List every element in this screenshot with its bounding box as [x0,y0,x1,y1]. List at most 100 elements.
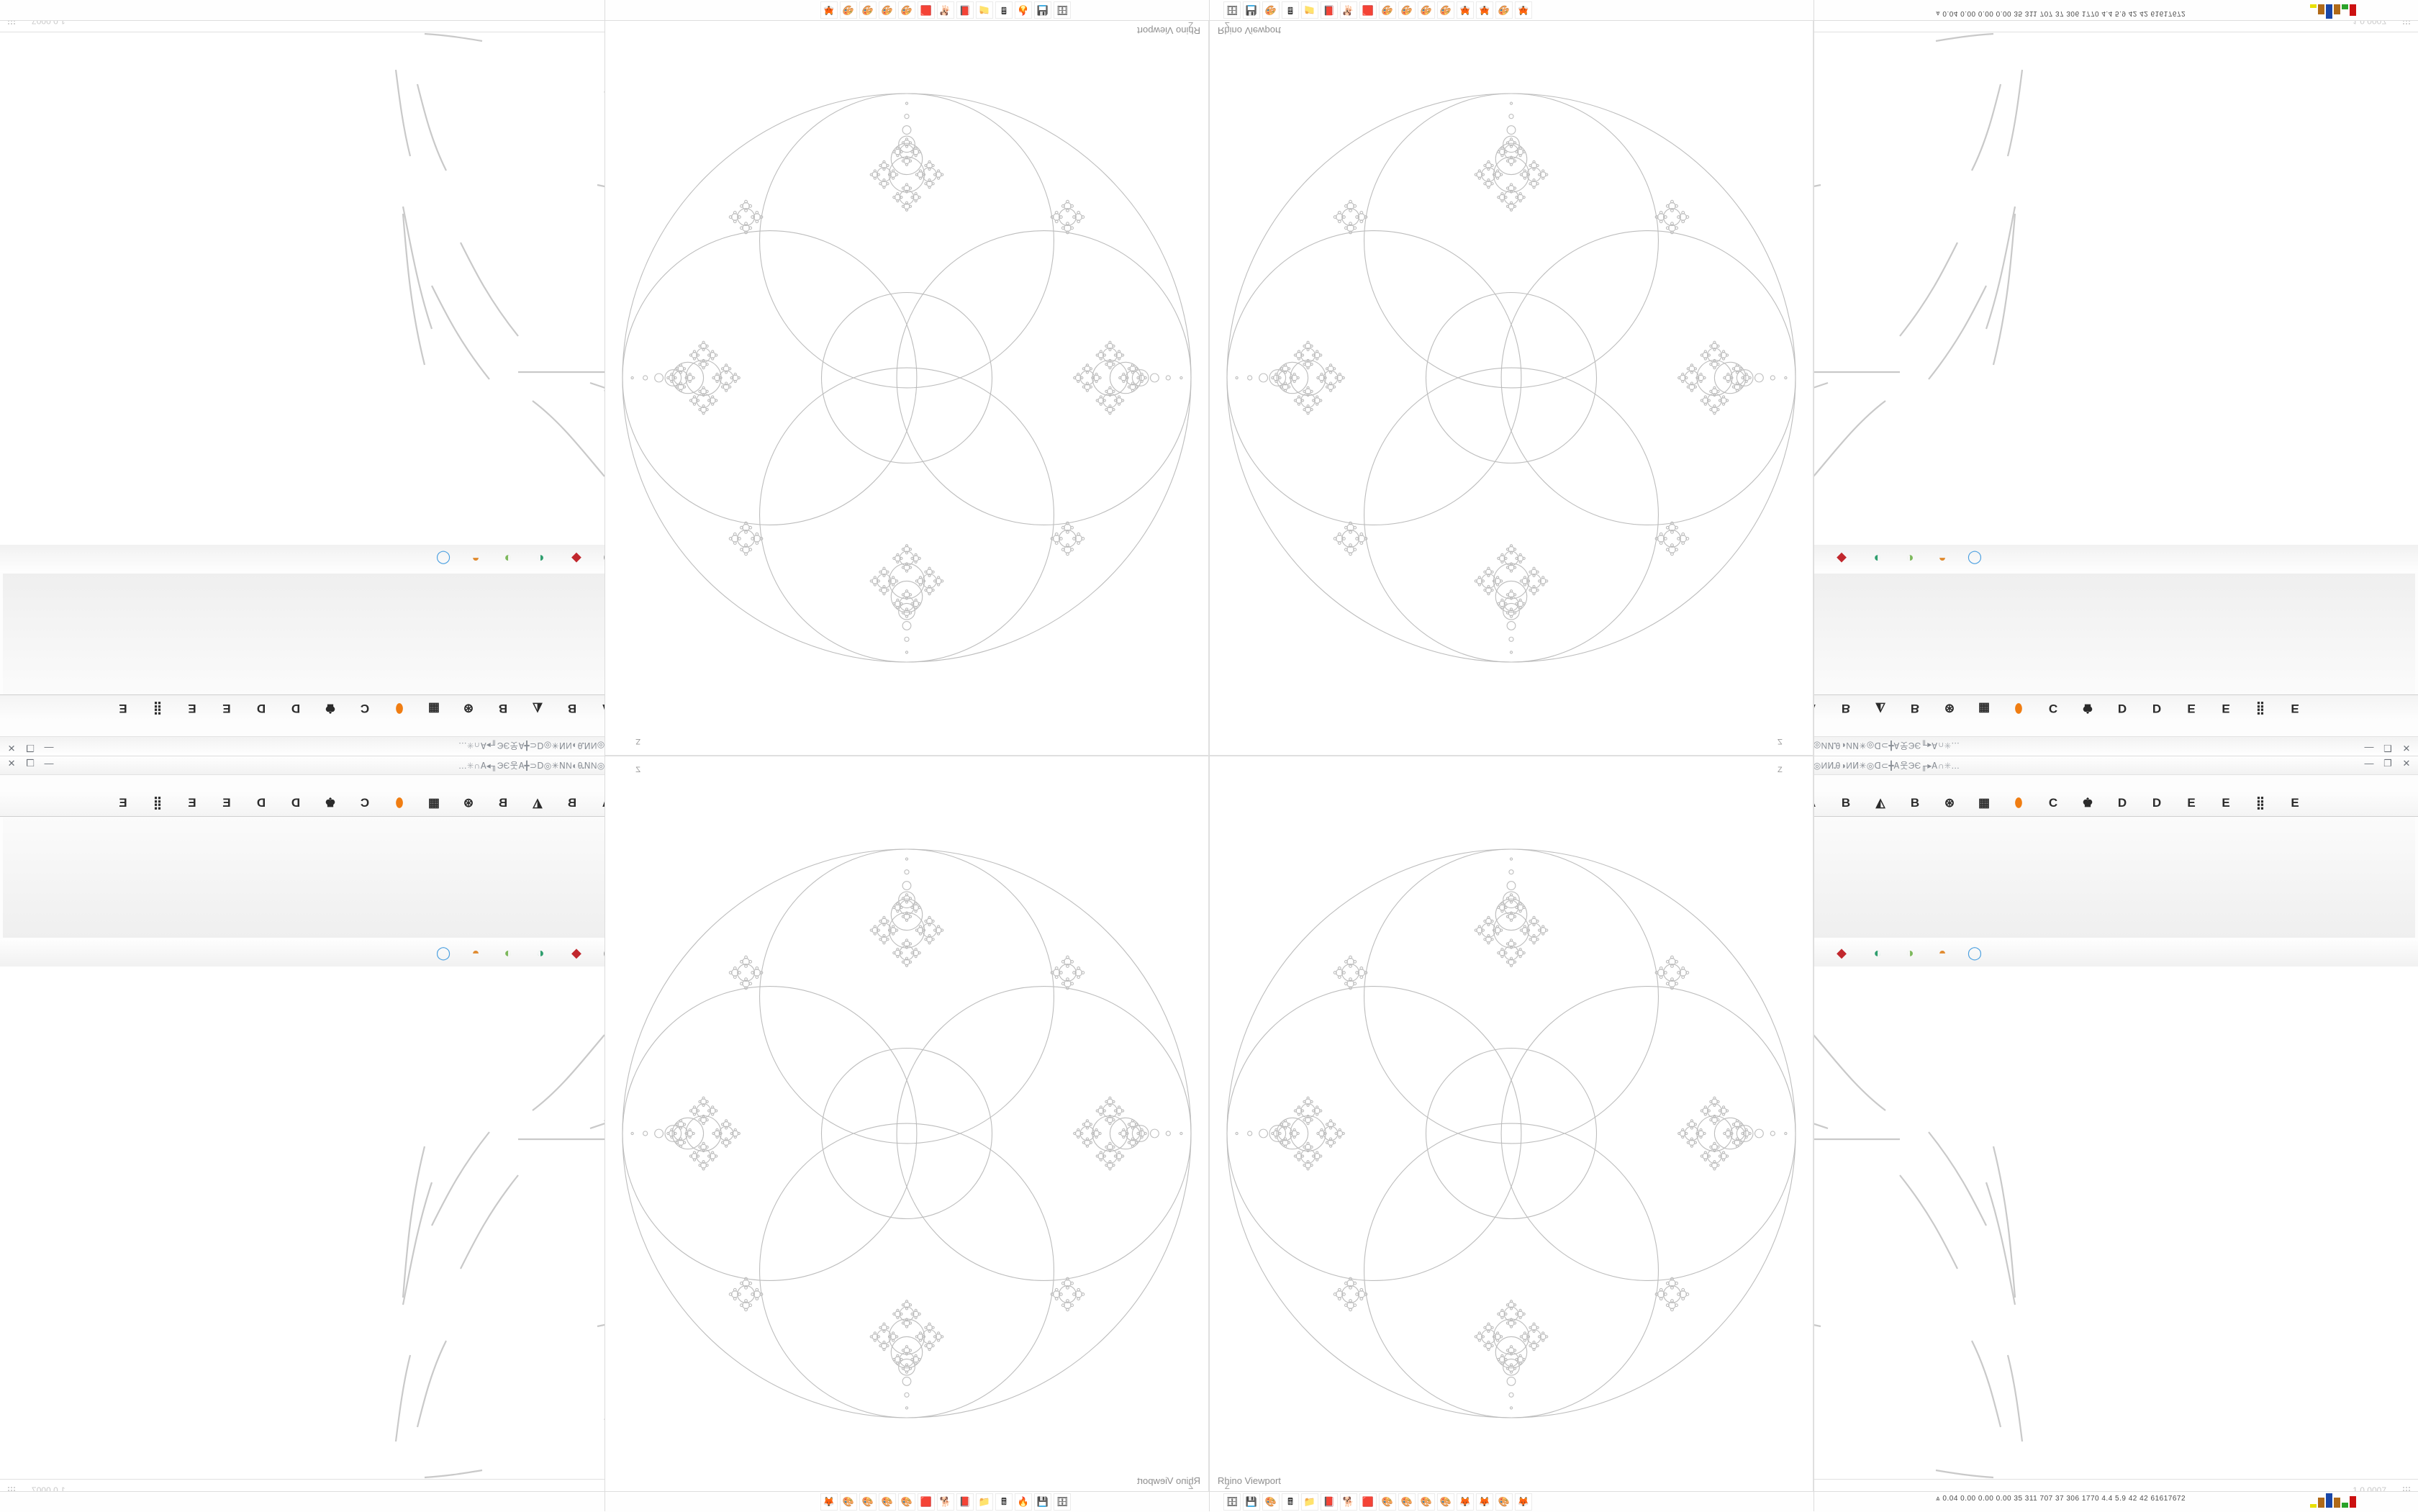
canvas-toolbar-icon-17[interactable]: ◑ [1906,946,1914,960]
taskbar-button[interactable]: 🐕 [1340,1,1357,19]
taskbar-button[interactable]: 🎨 [1418,1,1435,19]
ribbon-tab-icon-r4[interactable]: B [1841,796,1851,810]
ribbon-tab-icon-r8[interactable]: ▦ [427,702,440,715]
ribbon-tab-icon-r12[interactable]: D [291,796,301,810]
ribbon-tab-icon-r10[interactable]: C [2048,702,2058,715]
taskbar-button[interactable]: 🎨 [879,1,896,19]
taskbar-button[interactable]: 🟥 [918,1,935,19]
close-button[interactable]: ✕ [7,758,16,769]
taskbar-button[interactable]: 🐕 [1340,1493,1357,1511]
ribbon-tab-icon-r16[interactable]: ⣿ [153,796,163,810]
canvas-toolbar-icon-15[interactable]: ◆ [571,946,581,960]
ribbon-tab-icon-r15[interactable]: E [188,796,196,810]
ribbon-tab-icon-r17[interactable]: E [2291,702,2299,715]
close-button[interactable]: ✕ [2402,743,2411,753]
taskbar-button[interactable]: 🎨 [859,1493,877,1511]
close-button[interactable]: ✕ [7,743,16,753]
canvas-toolbar-icon-19[interactable]: ◯ [1967,551,1983,566]
taskbar-button[interactable]: 🖩 [1282,1493,1299,1511]
canvas-toolbar-icon-17[interactable]: ◑ [504,551,512,566]
close-button[interactable]: ✕ [2402,758,2411,769]
taskbar-button[interactable]: 🗄 [1054,1,1071,19]
taskbar-button[interactable]: 🎨 [840,1,857,19]
taskbar-button[interactable]: 🖩 [1282,1,1299,19]
taskbar-button[interactable]: 🎨 [1379,1,1396,19]
canvas-toolbar-icon-19[interactable]: ◯ [435,551,451,566]
maximize-button[interactable]: ❐ [26,743,35,753]
ribbon-tab-icon-r14[interactable]: E [2187,702,2196,715]
taskbar-button[interactable]: 📁 [1301,1493,1318,1511]
ribbon-tab-icon-r7[interactable]: ⊛ [1944,702,1955,715]
ribbon-tab-icon-r12[interactable]: D [2117,702,2127,715]
taskbar-button[interactable]: 🎨 [1262,1,1280,19]
ribbon-tab-icon-r9[interactable]: ⬮ [2014,702,2023,715]
ribbon-tab-icon-r7[interactable]: ⊛ [463,796,474,810]
canvas-toolbar-icon-16[interactable]: ◐ [536,946,545,960]
ribbon-tab-icon-r11[interactable]: ♚ [325,796,336,810]
ribbon-tab-icon-r7[interactable]: ⊛ [1944,796,1955,810]
taskbar-button[interactable]: 🎨 [1262,1493,1280,1511]
ribbon-tab-icon-r10[interactable]: C [2048,796,2058,810]
ribbon-tab-icon-r7[interactable]: ⊛ [463,702,474,715]
taskbar-button[interactable]: 🟥 [918,1493,935,1511]
ribbon-tab-icon-r6[interactable]: B [1910,796,1920,810]
ribbon-tab-icon-r17[interactable]: E [119,702,127,715]
taskbar-button[interactable]: 🦊 [1476,1493,1493,1511]
taskbar-button[interactable]: 📕 [1321,1493,1338,1511]
taskbar-button[interactable]: 🗄 [1223,1,1241,19]
maximize-button[interactable]: ❐ [2383,758,2392,769]
ribbon-tab-icon-r8[interactable]: ▦ [1978,702,1991,715]
rhino-viewport-top-right[interactable]: Z Z Rhino Viewport Front ▼ [1209,0,1814,756]
ribbon-tab-icon-r14[interactable]: E [2187,796,2196,810]
canvas-toolbar-icon-18[interactable]: ◓ [471,946,480,960]
ribbon-tab-icon-r16[interactable]: ⣿ [153,702,163,715]
taskbar-button[interactable]: 🦊 [1457,1493,1474,1511]
rhino-viewport-bottom-left[interactable]: Z Z Rhino Viewport Front ▼ [604,756,1209,1511]
taskbar-button[interactable]: 🗄 [1054,1493,1071,1511]
taskbar-button[interactable]: 🟥 [1359,1493,1377,1511]
taskbar-button[interactable]: 🐕 [937,1493,954,1511]
ribbon-tab-icon-r12[interactable]: D [291,702,301,715]
canvas-toolbar-icon-16[interactable]: ◐ [536,551,545,566]
taskbar-button[interactable]: 🟥 [1359,1,1377,19]
ribbon-tab-icon-r11[interactable]: ♚ [325,702,336,715]
taskbar-button[interactable]: 🖩 [995,1493,1013,1511]
taskbar-button[interactable]: 💾 [1243,1493,1260,1511]
ribbon-tab-icon-r17[interactable]: E [119,796,127,810]
ribbon-tab-icon-r14[interactable]: E [222,796,231,810]
ribbon-tab-icon-r6[interactable]: B [498,796,508,810]
ribbon-tab-icon-r10[interactable]: C [360,702,370,715]
taskbar-button[interactable]: 🎨 [859,1,877,19]
ribbon-tab-icon-r13[interactable]: D [2152,702,2162,715]
ribbon-tab-icon-r4[interactable]: B [1841,702,1851,715]
ribbon-tab-icon-r13[interactable]: D [256,702,266,715]
taskbar-button[interactable]: 🔥 [1015,1,1032,19]
ribbon-tab-icon-r4[interactable]: B [567,796,577,810]
canvas-toolbar-icon-15[interactable]: ◆ [1837,551,1847,566]
taskbar-button[interactable]: 🖩 [995,1,1013,19]
minimize-button[interactable]: — [2364,743,2374,753]
ribbon-tab-icon-r16[interactable]: ⣿ [2255,796,2265,810]
taskbar-button[interactable]: 🐕 [937,1,954,19]
taskbar-button[interactable]: 🎨 [840,1493,857,1511]
ribbon-tab-icon-r16[interactable]: ⣿ [2255,702,2265,715]
taskbar-button[interactable]: 🎨 [898,1,915,19]
ribbon-tab-icon-r9[interactable]: ⬮ [395,702,404,715]
ribbon-tab-icon-r5[interactable]: ◭ [1875,796,1885,810]
ribbon-tab-icon-r5[interactable]: ◭ [533,702,543,715]
ribbon-tab-icon-r5[interactable]: ◭ [533,796,543,810]
ribbon-tab-icon-r11[interactable]: ♚ [2082,796,2093,810]
canvas-toolbar-icon-17[interactable]: ◑ [504,946,512,960]
ribbon-tab-icon-r8[interactable]: ▦ [427,796,440,810]
taskbar-button[interactable]: 🎨 [1398,1,1416,19]
taskbar-button[interactable]: 🦊 [1457,1,1474,19]
ribbon-tab-icon-r11[interactable]: ♚ [2082,702,2093,715]
rhino-viewport-top-left[interactable]: Z Z Rhino Viewport Front ▼ [604,0,1209,756]
taskbar-button[interactable]: 📕 [956,1493,974,1511]
taskbar-button[interactable]: 🔥 [1015,1493,1032,1511]
canvas-toolbar-icon-18[interactable]: ◓ [1938,551,1947,566]
taskbar-button[interactable]: 📁 [976,1493,993,1511]
taskbar-button[interactable]: 🎨 [898,1493,915,1511]
taskbar-button[interactable]: 🎨 [1495,1,1513,19]
rhino-viewport-bottom-right[interactable]: Z Z Rhino Viewport Front ▼ [1209,756,1814,1511]
